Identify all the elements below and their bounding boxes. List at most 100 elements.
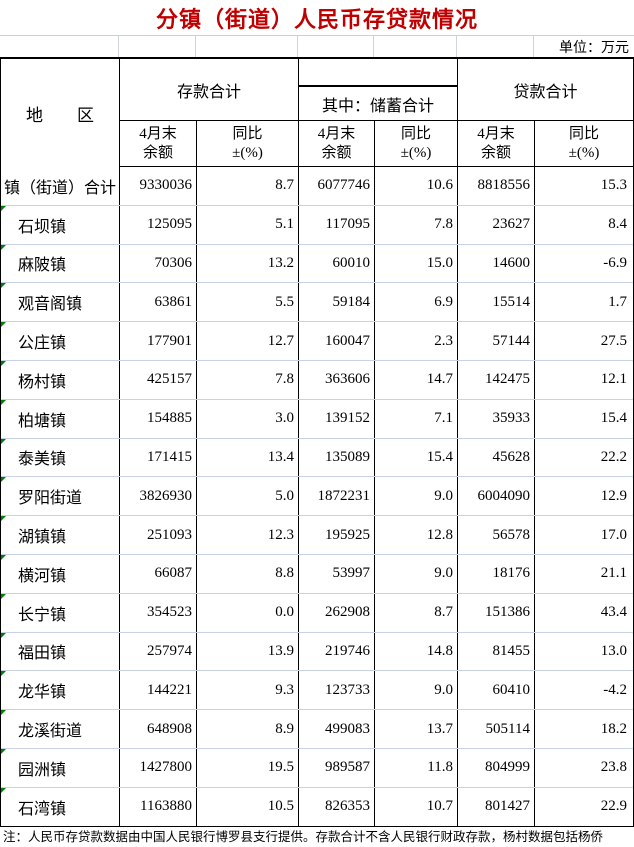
deposit-balance-cell[interactable]: 66087 <box>119 554 196 593</box>
loan-balance-cell[interactable]: 801427 <box>457 787 534 826</box>
deposit-balance-cell[interactable]: 125095 <box>119 205 196 244</box>
region-cell[interactable]: 镇（街道）合计 <box>1 167 119 205</box>
region-cell[interactable]: 杨村镇 <box>1 360 119 399</box>
savings-yoy-cell[interactable]: 9.0 <box>374 477 457 516</box>
region-cell[interactable]: 柏塘镇 <box>1 399 119 438</box>
deposit-balance-cell[interactable]: 3826930 <box>119 477 196 516</box>
region-cell[interactable]: 龙华镇 <box>1 671 119 709</box>
loan-yoy-cell[interactable]: 23.8 <box>534 748 633 787</box>
savings-yoy-cell[interactable]: 6.9 <box>374 283 457 322</box>
savings-balance-cell[interactable]: 826353 <box>298 787 374 826</box>
loan-balance-cell[interactable]: 142475 <box>457 360 534 399</box>
savings-yoy-cell[interactable]: 10.6 <box>374 167 457 205</box>
region-cell[interactable]: 石湾镇 <box>1 787 119 826</box>
deposit-yoy-cell[interactable]: 12.3 <box>196 516 298 554</box>
deposit-balance-cell[interactable]: 1427800 <box>119 748 196 787</box>
savings-balance-cell[interactable]: 499083 <box>298 710 374 748</box>
loan-yoy-cell[interactable]: 1.7 <box>534 283 633 322</box>
savings-yoy-cell[interactable]: 14.7 <box>374 360 457 399</box>
savings-yoy-cell[interactable]: 11.8 <box>374 748 457 787</box>
loan-balance-cell[interactable]: 804999 <box>457 748 534 787</box>
region-cell[interactable]: 长宁镇 <box>1 593 119 632</box>
savings-balance-cell[interactable]: 160047 <box>298 322 374 360</box>
deposit-yoy-cell[interactable]: 13.9 <box>196 632 298 671</box>
header-savings-gap-cell[interactable] <box>298 59 457 85</box>
deposit-balance-cell[interactable]: 257974 <box>119 632 196 671</box>
deposit-balance-cell[interactable]: 425157 <box>119 360 196 399</box>
deposit-yoy-cell[interactable]: 13.2 <box>196 244 298 283</box>
header-region-cell[interactable]: 地 区 <box>26 105 94 125</box>
deposit-balance-cell[interactable]: 1163880 <box>119 787 196 826</box>
deposit-balance-cell[interactable]: 171415 <box>119 438 196 477</box>
loan-balance-cell[interactable]: 35933 <box>457 399 534 438</box>
loan-yoy-cell[interactable]: 8.4 <box>534 205 633 244</box>
header-savings-balance-cell[interactable]: 4月末 余额 <box>298 121 374 167</box>
savings-balance-cell[interactable]: 60010 <box>298 244 374 283</box>
loan-yoy-cell[interactable]: 18.2 <box>534 710 633 748</box>
loan-balance-cell[interactable]: 6004090 <box>457 477 534 516</box>
region-cell[interactable]: 福田镇 <box>1 632 119 671</box>
loan-yoy-cell[interactable]: 12.9 <box>534 477 633 516</box>
loan-yoy-cell[interactable]: 43.4 <box>534 593 633 632</box>
loan-balance-cell[interactable]: 14600 <box>457 244 534 283</box>
loan-balance-cell[interactable]: 60410 <box>457 671 534 710</box>
header-deposit-yoy-cell[interactable]: 同比 ±(%) <box>196 121 298 167</box>
loan-balance-cell[interactable]: 15514 <box>457 283 534 322</box>
loan-yoy-cell[interactable]: -6.9 <box>534 244 633 283</box>
loan-balance-cell[interactable]: 45628 <box>457 438 534 477</box>
savings-yoy-cell[interactable]: 12.8 <box>374 516 457 554</box>
deposit-yoy-cell[interactable]: 8.8 <box>196 554 298 593</box>
savings-yoy-cell[interactable]: 9.0 <box>374 671 457 710</box>
loan-yoy-cell[interactable]: 13.0 <box>534 632 633 671</box>
deposit-balance-cell[interactable]: 251093 <box>119 516 196 554</box>
region-cell[interactable]: 公庄镇 <box>1 322 119 360</box>
savings-yoy-cell[interactable]: 15.4 <box>374 438 457 477</box>
region-cell[interactable]: 横河镇 <box>1 554 119 593</box>
savings-yoy-cell[interactable]: 2.3 <box>374 322 457 360</box>
loan-balance-cell[interactable]: 505114 <box>457 710 534 748</box>
deposit-balance-cell[interactable]: 63861 <box>119 283 196 322</box>
region-cell[interactable]: 泰美镇 <box>1 438 119 477</box>
savings-balance-cell[interactable]: 139152 <box>298 399 374 438</box>
deposit-balance-cell[interactable]: 177901 <box>119 322 196 360</box>
savings-balance-cell[interactable]: 59184 <box>298 283 374 322</box>
savings-balance-cell[interactable]: 6077746 <box>298 167 374 205</box>
region-cell[interactable]: 湖镇镇 <box>1 516 119 554</box>
savings-balance-cell[interactable]: 123733 <box>298 671 374 710</box>
deposit-yoy-cell[interactable]: 7.8 <box>196 360 298 399</box>
deposit-yoy-cell[interactable]: 3.0 <box>196 399 298 438</box>
deposit-yoy-cell[interactable]: 0.0 <box>196 593 298 632</box>
region-cell[interactable]: 园洲镇 <box>1 748 119 787</box>
savings-balance-cell[interactable]: 262908 <box>298 593 374 632</box>
savings-balance-cell[interactable]: 1872231 <box>298 477 374 516</box>
header-group-savings-cell[interactable]: 其中：储蓄合计 <box>298 85 457 121</box>
header-savings-yoy-cell[interactable]: 同比 ±(%) <box>374 121 457 167</box>
loan-yoy-cell[interactable]: 27.5 <box>534 322 633 360</box>
region-cell[interactable]: 石坝镇 <box>1 205 119 244</box>
region-cell[interactable]: 观音阁镇 <box>1 283 119 321</box>
savings-yoy-cell[interactable]: 15.0 <box>374 244 457 283</box>
deposit-balance-cell[interactable]: 9330036 <box>119 167 196 205</box>
loan-yoy-cell[interactable]: 15.3 <box>534 167 633 205</box>
loan-yoy-cell[interactable]: 22.9 <box>534 787 633 826</box>
deposit-balance-cell[interactable]: 354523 <box>119 593 196 632</box>
loan-yoy-cell[interactable]: 15.4 <box>534 399 633 438</box>
region-cell[interactable]: 罗阳街道 <box>1 477 119 515</box>
loan-balance-cell[interactable]: 81455 <box>457 632 534 671</box>
deposit-yoy-cell[interactable]: 13.4 <box>196 438 298 477</box>
savings-yoy-cell[interactable]: 7.1 <box>374 399 457 438</box>
deposit-balance-cell[interactable]: 144221 <box>119 671 196 710</box>
deposit-yoy-cell[interactable]: 8.7 <box>196 167 298 205</box>
loan-yoy-cell[interactable]: 17.0 <box>534 516 633 554</box>
savings-balance-cell[interactable]: 53997 <box>298 554 374 593</box>
savings-yoy-cell[interactable]: 14.8 <box>374 632 457 671</box>
deposit-yoy-cell[interactable]: 10.5 <box>196 787 298 826</box>
deposit-yoy-cell[interactable]: 5.1 <box>196 205 298 244</box>
savings-balance-cell[interactable]: 219746 <box>298 632 374 671</box>
loan-yoy-cell[interactable]: 22.2 <box>534 438 633 477</box>
deposit-yoy-cell[interactable]: 12.7 <box>196 322 298 360</box>
loan-yoy-cell[interactable]: -4.2 <box>534 671 633 710</box>
loan-balance-cell[interactable]: 57144 <box>457 322 534 360</box>
loan-yoy-cell[interactable]: 12.1 <box>534 360 633 399</box>
header-loan-balance-cell[interactable]: 4月末 余额 <box>457 121 534 167</box>
